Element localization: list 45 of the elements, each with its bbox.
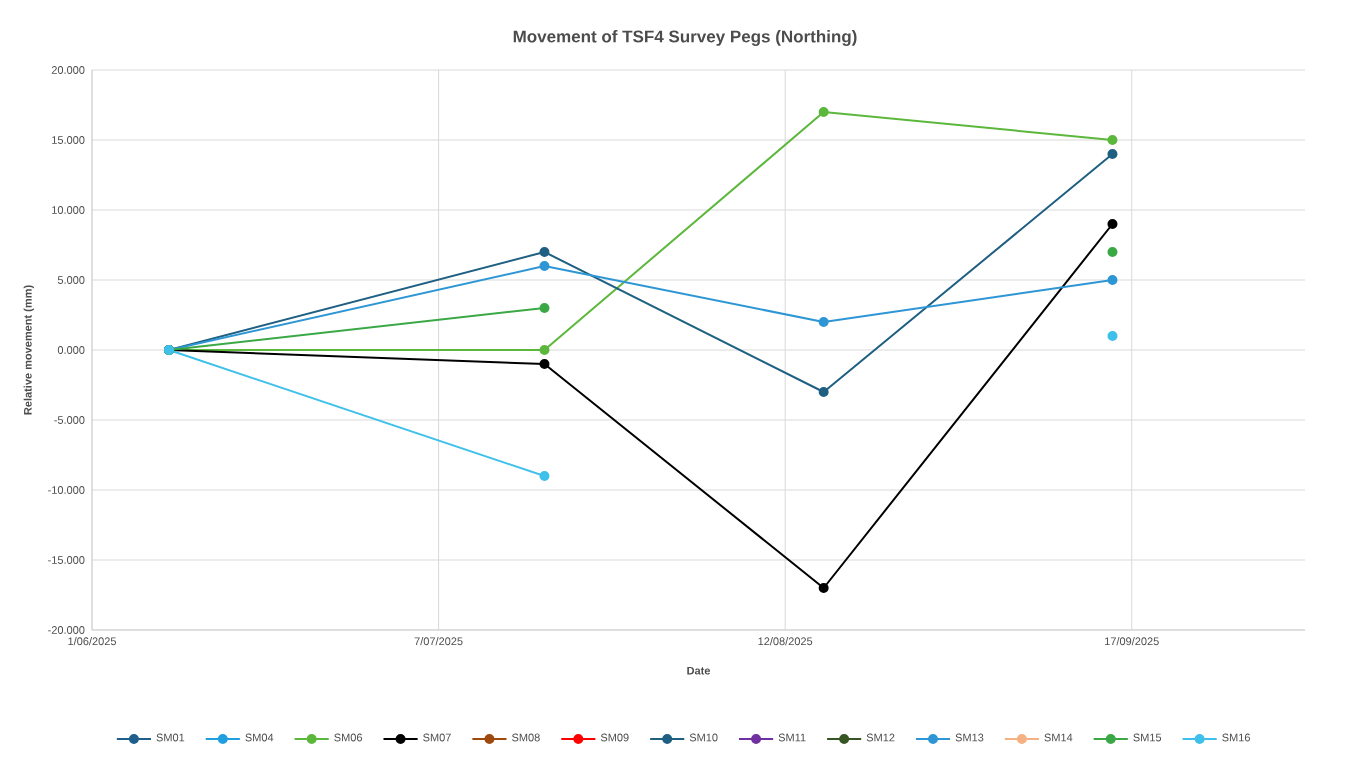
point (818, 387, 829, 397)
point (539, 345, 550, 355)
x-tick-label: 12/08/2025 (758, 637, 813, 646)
legend-label: SM04 (245, 733, 274, 742)
y-tick-label: 15.000 (52, 136, 85, 144)
x-tick-label: 1/06/2025 (68, 637, 116, 646)
legend-label: SM16 (1222, 733, 1250, 742)
point (818, 317, 829, 327)
legend-label: SM10 (689, 733, 718, 742)
point (818, 583, 829, 593)
x-axis-title: Date (687, 666, 711, 675)
y-tick-label: -20.000 (48, 626, 85, 634)
point (1107, 149, 1118, 159)
point (1107, 135, 1118, 145)
point (1107, 219, 1118, 229)
point (818, 107, 829, 117)
legend-label: SM08 (512, 733, 540, 742)
legend-label: SM11 (778, 733, 806, 742)
legend-label: SM01 (156, 733, 185, 742)
point (539, 303, 550, 313)
point (539, 247, 550, 257)
x-tick-label: 17/09/2025 (1105, 637, 1159, 646)
y-tick-label: 5.000 (57, 276, 85, 284)
x-tick-label: 7/07/2025 (414, 637, 463, 646)
point (1107, 275, 1118, 285)
point (539, 471, 550, 481)
y-tick-label: 10.000 (52, 206, 85, 214)
point (1107, 331, 1118, 341)
legend-label: SM09 (600, 733, 629, 742)
y-tick-label: -10.000 (48, 486, 85, 494)
y-tick-label: -15.000 (48, 556, 85, 564)
y-tick-label: -5.000 (54, 416, 85, 424)
legend-label: SM13 (955, 733, 984, 742)
point (1107, 247, 1118, 257)
y-tick-label: 0.000 (57, 346, 85, 354)
legend-label: SM06 (334, 733, 363, 742)
legend-label: SM12 (866, 733, 895, 742)
point (539, 261, 550, 271)
point (539, 359, 550, 369)
legend-label: SM14 (1044, 733, 1073, 742)
y-axis-title: Relative movement (mm) (23, 285, 34, 415)
legend-label: SM07 (423, 733, 451, 742)
y-tick-label: 20.000 (51, 66, 85, 74)
legend-label: SM15 (1133, 733, 1162, 742)
chart-title: Movement of TSF4 Survey Pegs (Northing) (513, 30, 857, 46)
